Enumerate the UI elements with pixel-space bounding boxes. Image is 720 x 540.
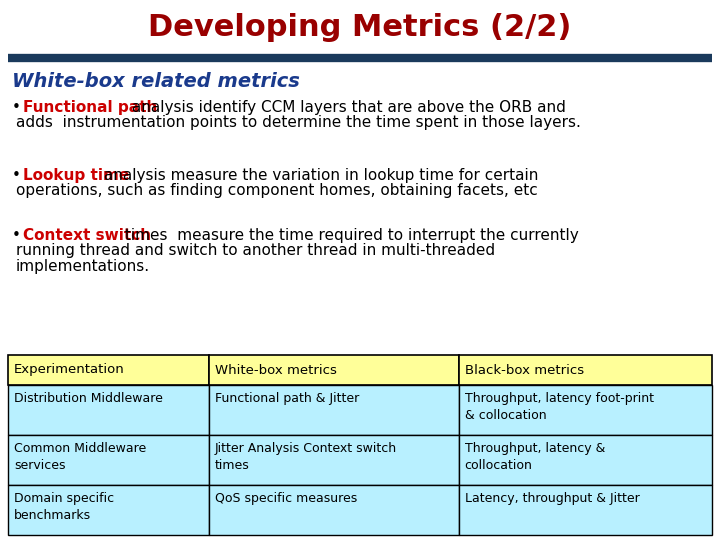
Bar — [459, 435, 712, 485]
Text: analysis identify CCM layers that are above the ORB and: analysis identify CCM layers that are ab… — [127, 100, 566, 115]
Bar — [209, 385, 459, 435]
Bar — [459, 385, 712, 435]
Text: Throughput, latency &
collocation: Throughput, latency & collocation — [464, 442, 605, 472]
Text: Black-box metrics: Black-box metrics — [464, 363, 584, 376]
Text: Context switch: Context switch — [23, 228, 151, 243]
Text: White-box metrics: White-box metrics — [215, 363, 336, 376]
Bar — [8, 485, 209, 535]
Text: Experimentation: Experimentation — [14, 363, 125, 376]
Text: Latency, throughput & Jitter: Latency, throughput & Jitter — [464, 492, 639, 505]
Text: White-box related metrics: White-box related metrics — [12, 72, 300, 91]
Text: Functional path & Jitter: Functional path & Jitter — [215, 392, 359, 405]
Bar — [209, 485, 459, 535]
Bar — [8, 435, 209, 485]
Text: Domain specific
benchmarks: Domain specific benchmarks — [14, 492, 114, 522]
Text: Functional path: Functional path — [23, 100, 158, 115]
Text: •: • — [12, 100, 26, 115]
Text: times  measure the time required to interrupt the currently: times measure the time required to inter… — [120, 228, 579, 243]
Text: Distribution Middleware: Distribution Middleware — [14, 392, 163, 405]
Bar — [209, 435, 459, 485]
Text: operations, such as finding component homes, obtaining facets, etc: operations, such as finding component ho… — [16, 184, 538, 199]
Bar — [459, 485, 712, 535]
Text: analysis measure the variation in lookup time for certain: analysis measure the variation in lookup… — [99, 168, 539, 183]
Text: Lookup time: Lookup time — [23, 168, 130, 183]
Text: Jitter Analysis Context switch
times: Jitter Analysis Context switch times — [215, 442, 397, 472]
Text: QoS specific measures: QoS specific measures — [215, 492, 357, 505]
Text: adds  instrumentation points to determine the time spent in those layers.: adds instrumentation points to determine… — [16, 116, 581, 131]
Text: Developing Metrics (2/2): Developing Metrics (2/2) — [148, 14, 572, 43]
Bar — [8, 385, 209, 435]
Bar — [8, 355, 209, 385]
Bar — [459, 355, 712, 385]
Text: •: • — [12, 168, 26, 183]
Text: •: • — [12, 228, 26, 243]
Text: running thread and switch to another thread in multi-threaded: running thread and switch to another thr… — [16, 244, 495, 259]
Bar — [209, 355, 459, 385]
Text: Common Middleware
services: Common Middleware services — [14, 442, 146, 472]
Text: Throughput, latency foot-print
& collocation: Throughput, latency foot-print & colloca… — [464, 392, 654, 422]
Text: implementations.: implementations. — [16, 259, 150, 274]
